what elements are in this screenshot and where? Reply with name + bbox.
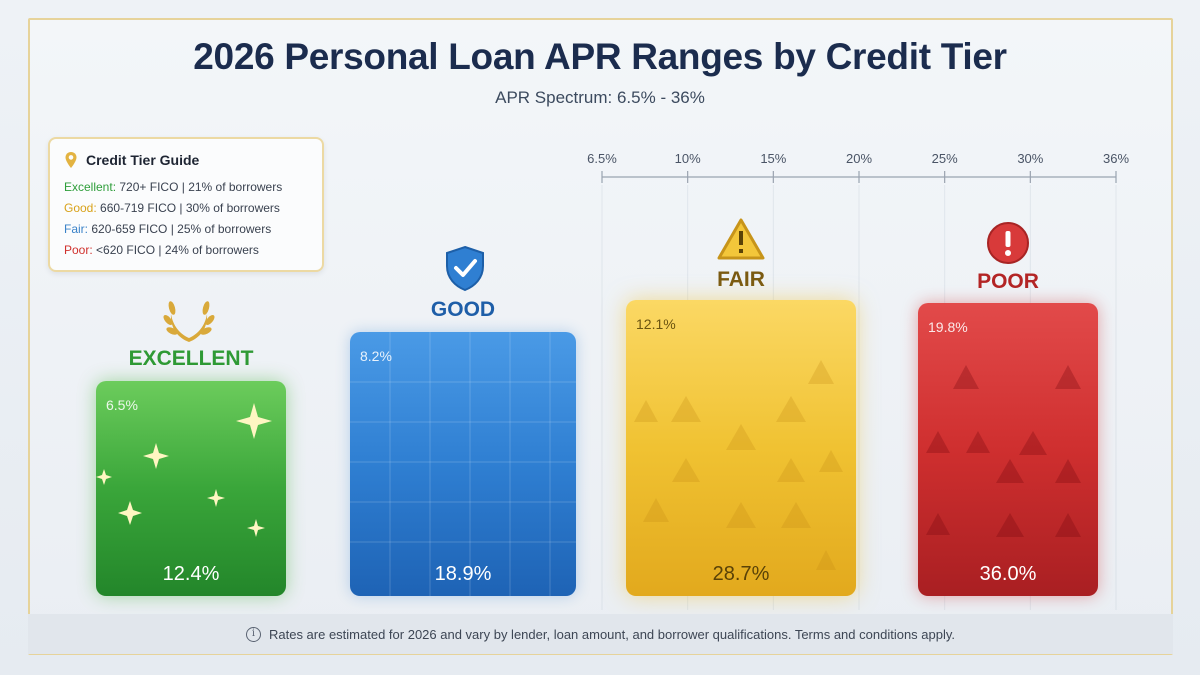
axis-tick-label: 15% <box>760 151 786 166</box>
tier-label-excellent: EXCELLENT <box>128 347 254 370</box>
chart-subtitle: APR Spectrum: 6.5% - 36% <box>495 88 705 107</box>
axis-tick-label: 20% <box>846 151 872 166</box>
axis-tick-label: 6.5% <box>587 151 617 166</box>
bar-low-label: 8.2% <box>360 348 392 364</box>
legend-tier-name: Excellent: <box>64 180 117 194</box>
footer-text: Rates are estimated for 2026 and vary by… <box>268 626 956 642</box>
bar-good: 8.2% 18.9% <box>350 332 576 596</box>
axis-tick-label: 36% <box>1103 151 1129 166</box>
legend-item-good: Good: 660-719 FICO | 30% of borrowers <box>64 198 308 219</box>
footer-disclaimer: i Rates are estimated for 2026 and vary … <box>28 614 1173 654</box>
tier-label-good: GOOD <box>430 298 496 321</box>
legend-item-fair: Fair: 620-659 FICO | 25% of borrowers <box>64 219 308 240</box>
warning-pattern-decoration <box>926 365 1081 537</box>
axis-tick-label: 25% <box>932 151 958 166</box>
laurel-wreath-icon <box>163 301 215 342</box>
bar-low-label: 12.1% <box>636 316 676 332</box>
legend-tier-desc: <620 FICO | 24% of borrowers <box>96 243 259 257</box>
bar-poor: 19.8% 36.0% <box>918 303 1098 596</box>
legend-tier-desc: 720+ FICO | 21% of borrowers <box>119 180 283 194</box>
warning-pattern-decoration <box>634 360 843 570</box>
tier-label-fair: FAIR <box>717 268 765 291</box>
legend-item-excellent: Excellent: 720+ FICO | 21% of borrowers <box>64 177 308 198</box>
legend-title: Credit Tier Guide <box>86 152 200 168</box>
legend-tier-name: Poor: <box>64 243 93 257</box>
tier-label-poor: POOR <box>977 270 1039 293</box>
bar-high-label: 12.4% <box>162 563 220 585</box>
credit-tier-legend: Credit Tier Guide Excellent: 720+ FICO |… <box>48 137 324 272</box>
bar-low-label: 19.8% <box>928 319 968 335</box>
bar-excellent: 6.5% 12.4% <box>96 381 286 596</box>
legend-item-poor: Poor: <620 FICO | 24% of borrowers <box>64 240 308 261</box>
axis-tick-label: 10% <box>675 151 701 166</box>
legend-tier-name: Fair: <box>64 222 88 236</box>
warning-triangle-icon <box>717 218 765 260</box>
bar-high-label: 28.7% <box>712 563 770 585</box>
bar-fair: 12.1% 28.7% <box>626 300 856 596</box>
bar-high-label: 36.0% <box>979 563 1037 585</box>
chart-title: 2026 Personal Loan APR Ranges by Credit … <box>193 36 1007 77</box>
shield-check-icon <box>446 245 484 292</box>
location-pin-icon <box>65 152 77 168</box>
bar-high-label: 18.9% <box>434 563 492 585</box>
grid-decoration <box>350 332 576 596</box>
legend-tier-desc: 660-719 FICO | 30% of borrowers <box>100 201 280 215</box>
legend-tier-name: Good: <box>64 201 97 215</box>
alert-circle-icon <box>987 222 1029 264</box>
bar-low-label: 6.5% <box>106 397 138 413</box>
axis-tick-label: 30% <box>1017 151 1043 166</box>
sparkle-decoration <box>96 403 272 537</box>
info-icon: i <box>245 626 261 642</box>
legend-tier-desc: 620-659 FICO | 25% of borrowers <box>91 222 272 236</box>
